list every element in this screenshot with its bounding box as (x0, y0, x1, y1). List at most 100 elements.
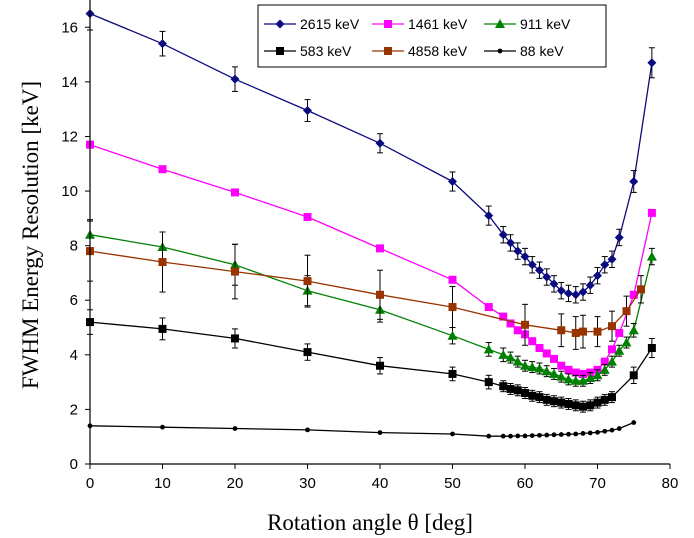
y-axis-label: FWHM Energy Resolution [keV] (18, 81, 43, 389)
x-tick-label: 70 (589, 475, 606, 492)
x-tick-label: 0 (86, 475, 94, 492)
data-point (513, 326, 522, 335)
data-point (232, 426, 238, 431)
data-point (629, 290, 638, 299)
data-point (550, 397, 558, 406)
data-point (158, 165, 167, 174)
data-point (303, 348, 312, 357)
data-point (448, 177, 457, 187)
data-point (376, 244, 384, 253)
data-point (614, 345, 625, 355)
data-point (585, 280, 595, 290)
data-point (522, 433, 528, 439)
data-point (578, 375, 588, 385)
legend-label: 1461 keV (408, 16, 468, 32)
series-88kev (87, 420, 637, 439)
data-point (158, 258, 167, 267)
x-tick-label: 50 (444, 475, 461, 492)
data-point (448, 275, 457, 284)
data-point (579, 369, 587, 378)
data-point (549, 279, 559, 289)
data-point (608, 393, 616, 402)
data-point (484, 303, 493, 312)
data-point (564, 399, 573, 408)
data-point (508, 433, 513, 439)
data-point (599, 364, 610, 374)
legend-box (257, 4, 607, 68)
data-point (593, 327, 602, 336)
data-point (506, 384, 515, 393)
data-point (600, 395, 609, 404)
data-point (506, 319, 515, 328)
y-tick-label: 12 (61, 128, 78, 145)
data-point (527, 362, 538, 372)
legend-marker (276, 47, 284, 55)
data-point (450, 431, 455, 437)
data-point (484, 378, 493, 387)
data-point (528, 391, 537, 400)
data-point (512, 356, 523, 366)
data-point (231, 267, 239, 276)
data-point (513, 246, 523, 256)
data-point (607, 254, 617, 264)
data-point (484, 211, 494, 221)
data-point (592, 370, 603, 380)
y-tick-label: 6 (70, 292, 78, 309)
y-tick-label: 4 (70, 347, 78, 364)
data-point (486, 433, 492, 439)
data-point (647, 208, 656, 217)
x-tick-label: 20 (227, 475, 244, 492)
data-point (571, 328, 580, 337)
data-point (535, 393, 544, 402)
data-point (158, 324, 167, 333)
legend-label: 88 keV (520, 43, 564, 59)
data-point (231, 334, 239, 343)
data-point (616, 426, 622, 431)
legend-marker (384, 47, 392, 55)
data-point (551, 432, 557, 438)
data-point (593, 398, 602, 407)
data-point (483, 344, 494, 354)
data-point (600, 260, 610, 270)
data-point (563, 374, 574, 384)
data-point (579, 402, 587, 411)
data-point (647, 344, 656, 352)
data-point (557, 326, 566, 335)
data-point (535, 344, 544, 352)
data-point (305, 427, 310, 433)
data-point (231, 188, 239, 197)
data-point (506, 238, 515, 248)
data-point (535, 265, 544, 275)
legend-item: 583 keV (264, 43, 352, 59)
x-tick-label: 60 (517, 475, 534, 492)
data-point (448, 303, 457, 312)
data-point (637, 285, 645, 294)
data-point (303, 106, 312, 116)
data-point (573, 431, 579, 437)
data-point (515, 433, 521, 439)
data-point (513, 386, 522, 395)
x-tick-label: 10 (154, 475, 171, 492)
data-point (557, 398, 566, 407)
y-tick-label: 2 (70, 401, 78, 418)
data-point (303, 277, 312, 286)
legend-item: 2615 keV (264, 16, 360, 32)
y-tick-label: 8 (70, 238, 78, 255)
data-point (629, 371, 638, 380)
data-point (608, 345, 616, 354)
data-point (600, 357, 609, 366)
y-tick-label: 10 (61, 183, 78, 200)
series-layer (85, 0, 657, 439)
data-point (500, 433, 506, 439)
data-point (646, 251, 657, 261)
data-point (448, 369, 457, 378)
data-point (628, 325, 639, 335)
legend-item: 4858 keV (372, 43, 468, 59)
data-point (534, 363, 545, 373)
data-point (578, 287, 588, 297)
y-tick-label: 0 (70, 456, 78, 473)
data-point (230, 74, 240, 84)
data-point (556, 371, 567, 381)
data-point (447, 330, 458, 340)
